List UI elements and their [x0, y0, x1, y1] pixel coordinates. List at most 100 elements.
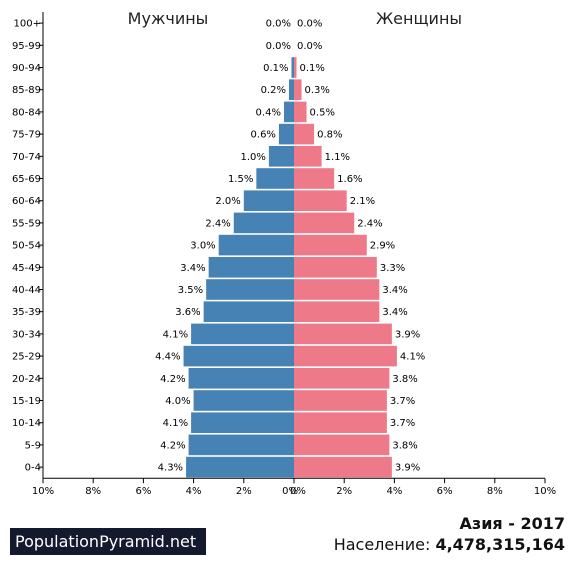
x-tick-label: 10%: [534, 486, 556, 497]
population-pyramid-chart: 100+ 0.0% 0.0% 95-99 0.0% 0.0% 90-94 0.1% 0.1% 85…: [12, 9, 556, 497]
age-label: 60-64: [12, 196, 41, 207]
female-bar-80-84: [294, 101, 307, 123]
male-bar-85-89: [288, 79, 294, 100]
age-label: 75-79: [12, 130, 41, 141]
male-value-label: 3.0%: [190, 241, 215, 252]
female-bar-40-44: [294, 279, 380, 300]
male-bar-25-29: [183, 345, 294, 367]
male-value-label: 3.5%: [178, 285, 203, 296]
male-value-label: 4.1%: [163, 418, 188, 429]
age-label: 65-69: [12, 174, 41, 185]
female-value-label: 3.4%: [382, 285, 407, 296]
female-bar-55-59: [294, 212, 355, 234]
female-value-label: 0.8%: [317, 130, 342, 141]
female-bar-75-79: [294, 123, 315, 145]
age-label: 95-99: [12, 41, 41, 52]
male-value-label: 4.0%: [165, 396, 190, 407]
female-header: Женщины: [376, 9, 462, 28]
male-value-label: 2.4%: [205, 218, 230, 229]
male-bar-5-9: [188, 434, 294, 456]
age-label: 15-19: [12, 396, 41, 407]
footer-info: Азия - 2017 Население: 4,478,315,164: [334, 514, 565, 556]
region-year-title: Азия - 2017: [459, 514, 565, 533]
female-bar-85-89: [294, 79, 302, 100]
age-label: 40-44: [12, 285, 41, 296]
age-label: 90-94: [12, 63, 41, 74]
female-bar-65-69: [294, 168, 335, 189]
age-label: 85-89: [12, 85, 41, 96]
male-bar-20-24: [188, 368, 294, 389]
male-value-label: 4.2%: [160, 440, 185, 451]
age-label: 100+: [14, 19, 41, 30]
male-value-label: 1.5%: [228, 174, 253, 185]
female-value-label: 1.1%: [325, 152, 350, 163]
female-value-label: 3.3%: [380, 263, 405, 274]
female-value-label: 3.9%: [395, 329, 420, 340]
female-value-label: 2.4%: [357, 218, 382, 229]
male-bar-60-64: [243, 190, 294, 211]
female-bar-50-54: [294, 234, 367, 256]
x-tick-label: 0%: [290, 486, 306, 497]
male-bar-15-19: [193, 390, 294, 411]
female-bar-25-29: [294, 345, 397, 367]
female-value-label: 2.1%: [350, 196, 375, 207]
male-bar-40-44: [206, 279, 294, 300]
female-value-label: 3.9%: [395, 463, 420, 474]
female-value-label: 3.4%: [382, 307, 407, 318]
female-bar-5-9: [294, 434, 390, 456]
male-value-label: 2.0%: [215, 196, 240, 207]
female-value-label: 1.6%: [337, 174, 362, 185]
age-label: 5-9: [25, 440, 41, 451]
male-value-label: 0.0%: [266, 41, 291, 52]
female-value-label: 0.3%: [305, 85, 330, 96]
female-bar-15-19: [294, 390, 387, 411]
x-tick-label: 0%: [282, 486, 298, 497]
population-label: Население:: [333, 535, 431, 554]
female-bar-70-74: [294, 146, 322, 167]
male-bar-50-54: [218, 234, 294, 256]
male-bar-80-84: [283, 101, 294, 123]
female-value-label: 0.5%: [310, 107, 335, 118]
male-value-label: 4.2%: [160, 374, 185, 385]
x-tick-label: 8%: [487, 486, 503, 497]
male-bar-65-69: [256, 168, 294, 189]
x-tick-label: 6%: [437, 486, 453, 497]
male-bar-10-14: [191, 412, 294, 433]
female-value-label: 3.7%: [390, 418, 415, 429]
age-label: 0-4: [25, 463, 41, 474]
age-label: 45-49: [12, 263, 41, 274]
x-tick-label: 6%: [135, 486, 151, 497]
female-bar-90-94: [294, 57, 297, 78]
age-label: 10-14: [12, 418, 41, 429]
age-label: 55-59: [12, 218, 41, 229]
male-bar-75-79: [278, 123, 294, 145]
female-bar-30-34: [294, 323, 392, 345]
female-value-label: 3.7%: [390, 396, 415, 407]
female-value-label: 4.1%: [400, 352, 425, 363]
x-tick-label: 10%: [32, 486, 54, 497]
female-bar-35-39: [294, 301, 380, 322]
female-bar-10-14: [294, 412, 387, 433]
age-label: 35-39: [12, 307, 41, 318]
female-bar-0-4: [294, 456, 392, 478]
male-value-label: 3.6%: [175, 307, 200, 318]
x-axis-ticks: 10% 8% 6% 4% 2% 0%0% 2% 4% 6% 8% 10%: [32, 22, 556, 497]
age-label: 70-74: [12, 152, 41, 163]
female-bar-20-24: [294, 368, 390, 389]
male-value-label: 1.0%: [240, 152, 265, 163]
population-line: Население: 4,478,315,164: [334, 534, 565, 556]
site-brand-badge: PopulationPyramid.net: [10, 528, 206, 555]
bars-group: [183, 57, 397, 478]
male-value-label: 4.3%: [158, 463, 183, 474]
male-value-label: 0.4%: [256, 107, 281, 118]
male-bar-0-4: [186, 456, 294, 478]
x-tick-label: 4%: [186, 486, 202, 497]
female-value-label: 0.0%: [297, 41, 322, 52]
female-value-label: 2.9%: [370, 241, 395, 252]
female-value-label: 0.1%: [300, 63, 325, 74]
male-value-label: 4.4%: [155, 352, 180, 363]
age-label: 50-54: [12, 241, 41, 252]
male-value-label: 0.2%: [261, 85, 286, 96]
age-label: 20-24: [12, 374, 41, 385]
x-tick-label: 2%: [336, 486, 352, 497]
